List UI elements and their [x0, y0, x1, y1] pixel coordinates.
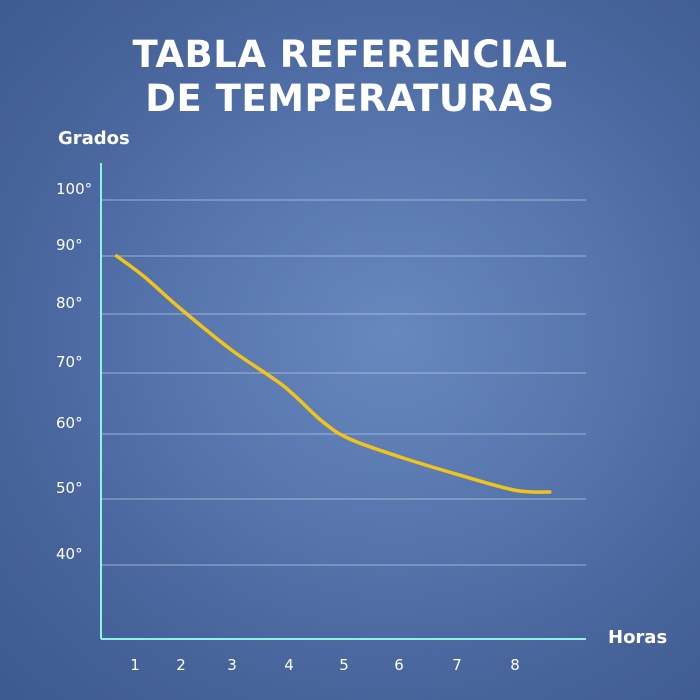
chart-title-line-2: DE TEMPERATURAS [145, 77, 555, 120]
y-tick-label: 80° [56, 294, 83, 312]
x-tick-label: 5 [339, 656, 349, 674]
y-axis-label: Grados [58, 128, 130, 149]
series-line [114, 254, 552, 494]
y-tick-label: 90° [56, 236, 83, 254]
x-axis-label: Horas [608, 627, 668, 648]
x-tick-label: 3 [227, 656, 237, 674]
chart-title-line-1: TABLA REFERENCIAL [132, 33, 568, 76]
y-tick-label: 60° [56, 414, 83, 432]
x-tick-label: 8 [510, 656, 520, 674]
y-tick-label: 100° [56, 180, 92, 198]
y-tick-label: 50° [56, 479, 83, 497]
x-tick-label: 2 [176, 656, 186, 674]
x-tick-label: 1 [130, 656, 140, 674]
y-tick-label: 70° [56, 353, 83, 371]
x-tick-label: 7 [452, 656, 462, 674]
x-tick-label: 6 [394, 656, 404, 674]
y-tick-label: 40° [56, 545, 83, 563]
x-tick-label: 4 [284, 656, 294, 674]
